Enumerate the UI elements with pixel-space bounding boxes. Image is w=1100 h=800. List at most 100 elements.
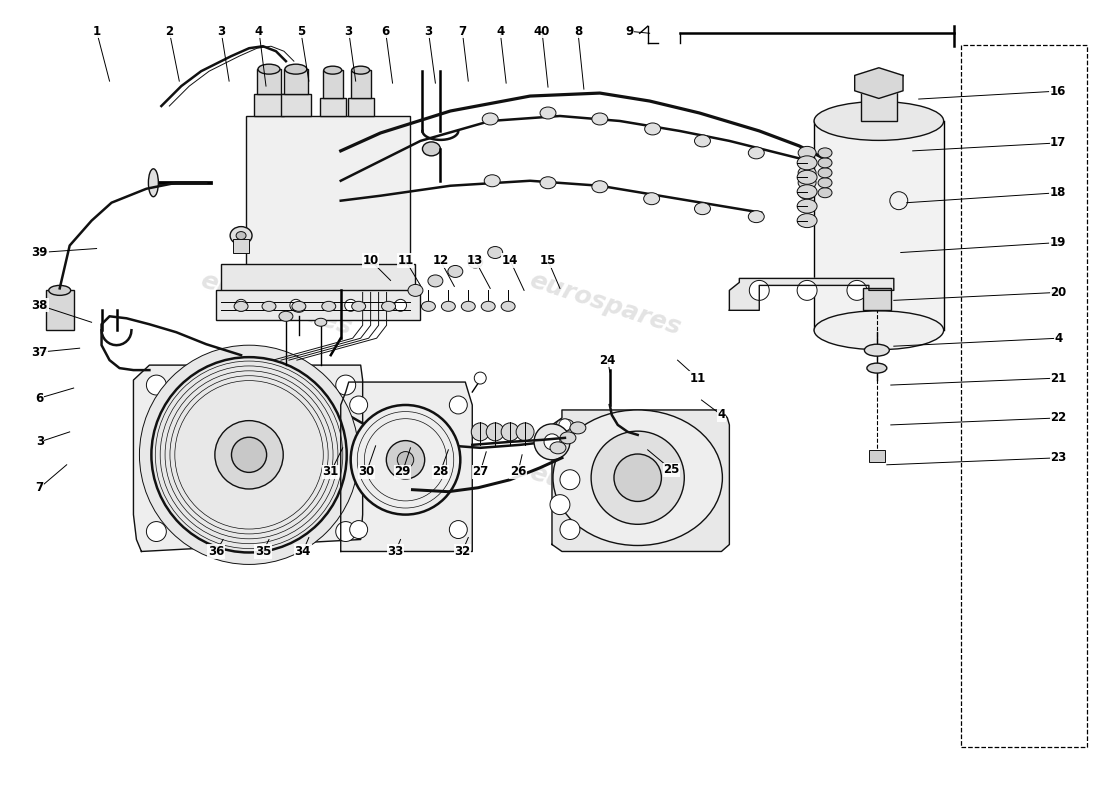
Ellipse shape xyxy=(560,432,576,444)
Circle shape xyxy=(749,281,769,300)
Ellipse shape xyxy=(448,266,463,278)
Circle shape xyxy=(344,299,356,311)
Ellipse shape xyxy=(236,231,246,239)
Text: 3: 3 xyxy=(344,25,353,38)
Bar xyxy=(254,94,284,116)
Text: 7: 7 xyxy=(35,481,44,494)
Text: 3: 3 xyxy=(425,25,432,38)
Text: 31: 31 xyxy=(322,466,339,478)
Text: 4: 4 xyxy=(255,25,263,38)
Text: 28: 28 xyxy=(432,466,449,478)
Ellipse shape xyxy=(234,302,249,311)
Text: 3: 3 xyxy=(35,435,44,448)
Circle shape xyxy=(544,434,560,450)
Ellipse shape xyxy=(540,107,556,119)
Text: 3: 3 xyxy=(217,25,226,38)
Circle shape xyxy=(235,299,248,311)
Ellipse shape xyxy=(867,363,887,373)
Bar xyxy=(46,290,74,330)
Text: 7: 7 xyxy=(459,25,466,38)
Ellipse shape xyxy=(694,202,711,214)
Circle shape xyxy=(560,470,580,490)
Ellipse shape xyxy=(352,302,365,311)
Ellipse shape xyxy=(441,302,455,311)
Circle shape xyxy=(395,299,407,311)
Bar xyxy=(217,290,420,320)
Bar xyxy=(322,70,343,98)
Bar xyxy=(961,46,1087,746)
Ellipse shape xyxy=(748,147,764,159)
Text: 10: 10 xyxy=(363,254,378,267)
Ellipse shape xyxy=(262,302,276,311)
Ellipse shape xyxy=(323,66,342,74)
Ellipse shape xyxy=(279,311,293,322)
Circle shape xyxy=(336,522,355,542)
Text: 4: 4 xyxy=(717,409,726,422)
Bar xyxy=(280,94,311,116)
Circle shape xyxy=(614,454,661,502)
Ellipse shape xyxy=(818,178,832,188)
Ellipse shape xyxy=(798,156,817,170)
Ellipse shape xyxy=(799,146,816,159)
Text: 29: 29 xyxy=(394,466,410,478)
Ellipse shape xyxy=(408,285,422,296)
Ellipse shape xyxy=(556,419,574,431)
Circle shape xyxy=(140,345,359,565)
Ellipse shape xyxy=(814,311,944,350)
Ellipse shape xyxy=(422,142,440,156)
Text: 13: 13 xyxy=(468,254,483,267)
Circle shape xyxy=(146,522,166,542)
Text: 19: 19 xyxy=(1050,236,1066,249)
Circle shape xyxy=(798,281,817,300)
Ellipse shape xyxy=(468,256,483,268)
Text: 40: 40 xyxy=(534,25,550,38)
Text: 26: 26 xyxy=(510,466,526,478)
Text: 37: 37 xyxy=(32,346,48,358)
Bar xyxy=(246,116,410,266)
Circle shape xyxy=(146,375,166,395)
Circle shape xyxy=(474,372,486,384)
Polygon shape xyxy=(729,278,894,310)
Ellipse shape xyxy=(818,168,832,178)
Circle shape xyxy=(847,281,867,300)
Text: 23: 23 xyxy=(1050,451,1066,464)
Text: 4: 4 xyxy=(496,25,504,38)
Text: 16: 16 xyxy=(1050,85,1066,98)
Ellipse shape xyxy=(487,246,503,258)
Text: 20: 20 xyxy=(1050,286,1066,299)
Ellipse shape xyxy=(645,123,661,135)
Text: 39: 39 xyxy=(32,246,48,259)
Text: 30: 30 xyxy=(359,466,375,478)
Circle shape xyxy=(502,423,519,441)
Ellipse shape xyxy=(540,177,556,189)
Polygon shape xyxy=(341,382,472,551)
Ellipse shape xyxy=(748,210,764,222)
Circle shape xyxy=(386,441,425,479)
Text: eurospares: eurospares xyxy=(526,460,684,531)
Ellipse shape xyxy=(382,302,396,311)
Circle shape xyxy=(550,494,570,514)
Text: 22: 22 xyxy=(1050,411,1066,425)
Ellipse shape xyxy=(148,169,158,197)
Ellipse shape xyxy=(502,302,515,311)
Ellipse shape xyxy=(799,166,816,179)
Ellipse shape xyxy=(550,442,565,454)
Circle shape xyxy=(450,521,468,538)
Text: 36: 36 xyxy=(208,545,224,558)
Text: 32: 32 xyxy=(454,545,471,558)
Ellipse shape xyxy=(799,176,816,190)
Text: 11: 11 xyxy=(397,254,414,267)
Bar xyxy=(814,121,944,330)
Bar xyxy=(320,98,345,116)
Circle shape xyxy=(350,396,367,414)
Circle shape xyxy=(560,519,580,539)
Polygon shape xyxy=(855,68,903,98)
Ellipse shape xyxy=(481,302,495,311)
Text: 12: 12 xyxy=(432,254,449,267)
Polygon shape xyxy=(133,365,363,551)
Ellipse shape xyxy=(799,186,816,199)
Circle shape xyxy=(231,438,266,472)
Ellipse shape xyxy=(293,304,305,312)
Ellipse shape xyxy=(315,318,327,326)
Text: 33: 33 xyxy=(387,545,404,558)
